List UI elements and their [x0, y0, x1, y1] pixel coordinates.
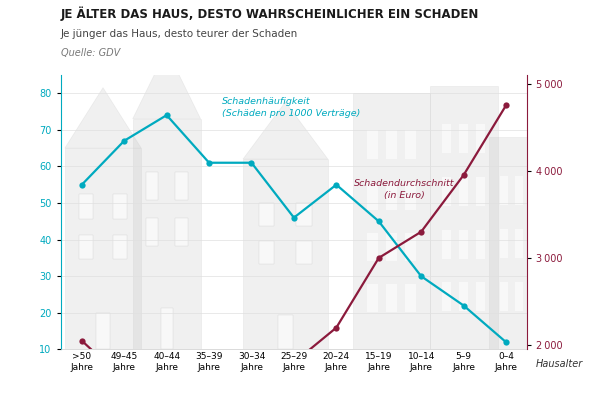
Bar — [514, 229, 523, 258]
Bar — [489, 137, 548, 349]
Bar — [145, 218, 158, 246]
Bar — [442, 282, 451, 311]
Bar — [514, 176, 523, 205]
Bar — [459, 282, 468, 311]
Text: Je jünger das Haus, desto teurer der Schaden: Je jünger das Haus, desto teurer der Sch… — [61, 29, 298, 39]
Bar — [65, 148, 141, 349]
Bar — [514, 282, 523, 311]
Text: Hausalter: Hausalter — [536, 359, 583, 369]
Text: JE ÄLTER DAS HAUS, DESTO WAHRSCHEINLICHER EIN SCHADEN: JE ÄLTER DAS HAUS, DESTO WAHRSCHEINLICHE… — [61, 6, 479, 21]
Bar — [113, 235, 127, 259]
Bar — [459, 124, 468, 153]
Text: Schadendurchschnitt
(in Euro): Schadendurchschnitt (in Euro) — [354, 179, 454, 200]
Bar — [386, 233, 397, 261]
Bar — [442, 177, 451, 206]
Bar — [405, 130, 416, 158]
Bar — [459, 177, 468, 206]
Bar — [176, 172, 188, 200]
Bar — [405, 233, 416, 261]
Bar — [176, 218, 188, 246]
Bar — [353, 93, 430, 349]
Bar — [500, 282, 508, 311]
Bar — [278, 315, 293, 349]
Text: Schadenhäufigkeit
(Schäden pro 1000 Verträge): Schadenhäufigkeit (Schäden pro 1000 Vert… — [222, 97, 360, 118]
Polygon shape — [65, 88, 141, 148]
Bar — [405, 182, 416, 210]
Bar — [530, 229, 538, 258]
Bar — [500, 229, 508, 258]
Bar — [476, 124, 485, 153]
Bar — [259, 241, 275, 264]
Bar — [367, 233, 378, 261]
Bar — [133, 119, 201, 349]
Bar — [161, 308, 173, 349]
Bar — [367, 182, 378, 210]
Bar — [405, 284, 416, 312]
Bar — [113, 194, 127, 218]
Bar — [79, 235, 93, 259]
Bar — [367, 284, 378, 312]
Bar — [259, 203, 275, 226]
Bar — [96, 313, 110, 349]
Bar — [442, 124, 451, 153]
Bar — [79, 194, 93, 218]
Bar — [386, 182, 397, 210]
Bar — [430, 86, 498, 349]
Polygon shape — [243, 102, 328, 159]
Bar — [476, 282, 485, 311]
Bar — [530, 282, 538, 311]
Bar — [476, 177, 485, 206]
Text: Quelle: GDV: Quelle: GDV — [61, 48, 120, 58]
Bar — [500, 176, 508, 205]
Bar — [442, 230, 451, 258]
Bar — [243, 159, 328, 349]
Bar — [367, 130, 378, 158]
Bar — [476, 230, 485, 258]
Bar — [386, 130, 397, 158]
Bar — [296, 203, 311, 226]
Bar — [386, 284, 397, 312]
Polygon shape — [133, 50, 201, 119]
Bar — [296, 241, 311, 264]
Bar — [530, 176, 538, 205]
Bar — [459, 230, 468, 258]
Bar — [145, 172, 158, 200]
